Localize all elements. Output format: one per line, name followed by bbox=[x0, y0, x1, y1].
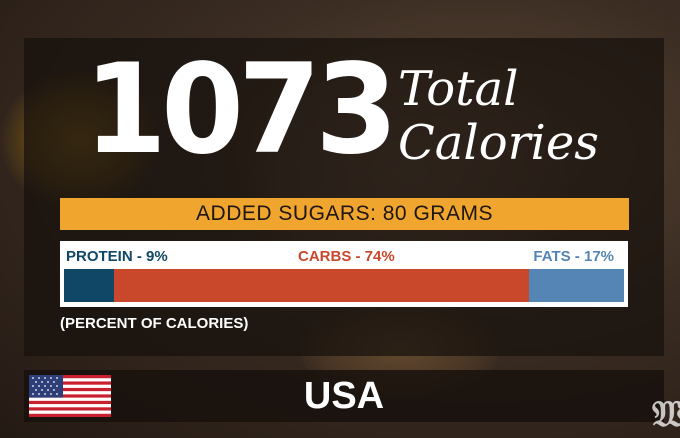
country-name: USA bbox=[303, 375, 385, 417]
carbs-label: CARBS - 74% bbox=[298, 248, 395, 265]
us-flag-icon bbox=[29, 375, 111, 417]
added-sugars-bar: ADDED SUGARS: 80 GRAMS bbox=[60, 198, 629, 230]
macro-bar bbox=[64, 269, 624, 302]
fats-label: FATS - 17% bbox=[533, 248, 614, 265]
calorie-label-line1: Total bbox=[398, 61, 519, 117]
calorie-count: 1073 bbox=[84, 38, 398, 182]
macro-breakdown: PROTEIN - 9% CARBS - 74% FATS - 17% bbox=[60, 241, 628, 307]
calorie-label-line2: Calories bbox=[398, 115, 599, 171]
fats-segment bbox=[528, 269, 624, 302]
carbs-segment bbox=[114, 269, 529, 302]
country-bar: USA bbox=[24, 370, 664, 422]
washington-post-logo-icon: 𝔚 bbox=[652, 393, 680, 435]
protein-segment bbox=[64, 269, 115, 302]
percent-footnote: (PERCENT OF CALORIES) bbox=[60, 315, 249, 332]
protein-label: PROTEIN - 9% bbox=[66, 248, 168, 265]
calorie-label: Total Calories bbox=[398, 62, 599, 170]
